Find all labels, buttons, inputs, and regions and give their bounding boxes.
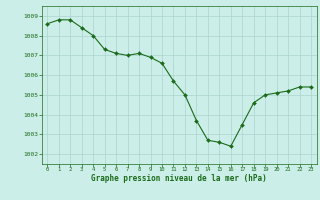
X-axis label: Graphe pression niveau de la mer (hPa): Graphe pression niveau de la mer (hPa) xyxy=(91,174,267,183)
